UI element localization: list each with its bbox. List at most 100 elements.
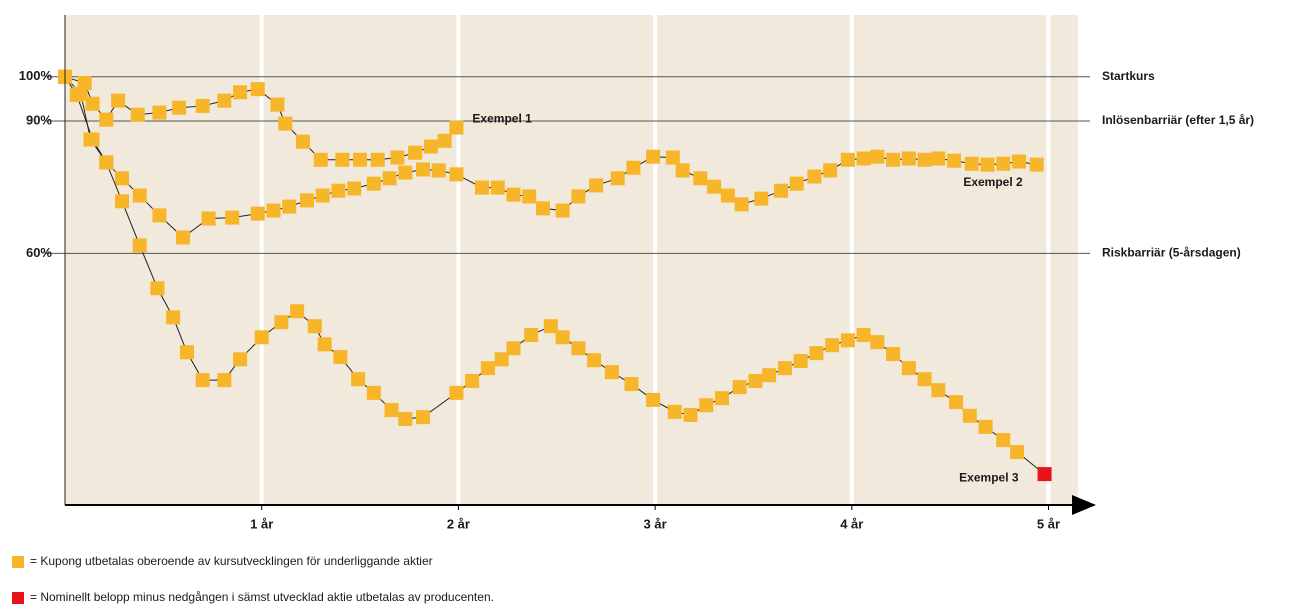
data-marker bbox=[809, 346, 824, 361]
data-marker bbox=[166, 310, 181, 325]
data-marker bbox=[270, 97, 285, 112]
data-marker bbox=[665, 150, 680, 165]
data-marker bbox=[707, 179, 722, 194]
data-marker bbox=[555, 330, 570, 345]
data-marker bbox=[449, 120, 464, 135]
data-marker bbox=[962, 408, 977, 423]
data-marker bbox=[931, 383, 946, 398]
data-marker bbox=[624, 377, 639, 392]
legend-swatch bbox=[12, 556, 24, 568]
data-marker bbox=[840, 152, 855, 167]
x-tick-label: 4 år bbox=[840, 516, 863, 531]
series-label: Exempel 3 bbox=[959, 470, 1019, 484]
data-marker bbox=[390, 150, 405, 165]
data-marker bbox=[807, 169, 822, 184]
data-marker bbox=[296, 134, 311, 149]
x-tick-label: 5 år bbox=[1037, 516, 1060, 531]
data-marker bbox=[150, 281, 165, 296]
data-marker bbox=[233, 85, 248, 100]
data-marker bbox=[195, 373, 210, 388]
data-marker bbox=[475, 180, 490, 195]
data-marker bbox=[77, 75, 92, 90]
data-marker bbox=[1029, 157, 1044, 172]
data-marker bbox=[398, 411, 413, 426]
data-marker bbox=[901, 151, 916, 166]
data-marker bbox=[85, 96, 100, 111]
data-marker bbox=[431, 163, 446, 178]
data-marker bbox=[115, 171, 130, 186]
data-marker bbox=[384, 403, 399, 418]
data-marker bbox=[667, 404, 682, 419]
data-marker bbox=[465, 373, 480, 388]
data-marker bbox=[132, 188, 147, 203]
data-marker bbox=[437, 133, 452, 148]
legend-label: = Kupong utbetalas oberoende av kursutve… bbox=[30, 554, 433, 568]
data-marker bbox=[522, 189, 537, 204]
data-marker bbox=[278, 116, 293, 131]
data-marker bbox=[1037, 467, 1052, 482]
data-marker bbox=[996, 433, 1011, 448]
data-marker bbox=[111, 93, 126, 108]
series-line bbox=[64, 76, 1037, 239]
data-marker bbox=[626, 160, 641, 175]
reference-label: Startkurs bbox=[1102, 69, 1155, 83]
data-marker bbox=[856, 328, 871, 343]
data-marker bbox=[980, 157, 995, 172]
data-marker bbox=[351, 372, 366, 387]
data-marker bbox=[793, 354, 808, 369]
data-marker bbox=[604, 365, 619, 380]
data-marker bbox=[250, 82, 265, 97]
data-marker bbox=[610, 171, 625, 186]
data-marker bbox=[313, 152, 328, 167]
data-marker bbox=[571, 341, 586, 356]
x-tick-label: 1 år bbox=[250, 516, 273, 531]
data-marker bbox=[282, 199, 297, 214]
data-marker bbox=[949, 395, 964, 410]
data-marker bbox=[1010, 445, 1025, 460]
data-marker bbox=[823, 163, 838, 178]
data-marker bbox=[683, 407, 698, 422]
data-marker bbox=[978, 419, 993, 434]
data-marker bbox=[347, 181, 362, 196]
data-marker bbox=[480, 361, 495, 376]
data-marker bbox=[449, 385, 464, 400]
data-marker bbox=[490, 180, 505, 195]
data-marker bbox=[254, 330, 269, 345]
data-marker bbox=[85, 132, 100, 147]
data-marker bbox=[299, 193, 314, 208]
data-marker bbox=[646, 392, 661, 407]
data-marker bbox=[152, 105, 167, 120]
data-marker bbox=[274, 315, 289, 330]
data-marker bbox=[754, 191, 769, 206]
data-marker bbox=[789, 176, 804, 191]
x-tick-label: 2 år bbox=[447, 516, 470, 531]
data-marker bbox=[506, 187, 521, 202]
data-marker bbox=[415, 410, 430, 425]
data-marker bbox=[335, 152, 350, 167]
data-marker bbox=[99, 112, 114, 127]
data-marker bbox=[408, 145, 423, 160]
data-marker bbox=[132, 238, 147, 253]
data-marker bbox=[543, 319, 558, 334]
reference-label: Inlösenbarriär (efter 1,5 år) bbox=[1102, 113, 1254, 127]
data-marker bbox=[307, 319, 322, 334]
data-marker bbox=[225, 210, 240, 225]
data-marker bbox=[524, 328, 539, 343]
data-marker bbox=[675, 163, 690, 178]
data-marker bbox=[693, 171, 708, 186]
data-marker bbox=[130, 107, 145, 122]
data-marker bbox=[917, 152, 932, 167]
data-marker bbox=[886, 152, 901, 167]
legend-label: = Nominellt belopp minus nedgången i säm… bbox=[30, 590, 494, 604]
data-marker bbox=[732, 380, 747, 395]
data-marker bbox=[840, 333, 855, 348]
data-marker bbox=[720, 188, 735, 203]
data-marker bbox=[734, 197, 749, 212]
data-marker bbox=[773, 183, 788, 198]
data-marker bbox=[317, 337, 332, 352]
data-marker bbox=[870, 149, 885, 164]
data-marker bbox=[201, 211, 216, 226]
data-marker bbox=[917, 372, 932, 387]
